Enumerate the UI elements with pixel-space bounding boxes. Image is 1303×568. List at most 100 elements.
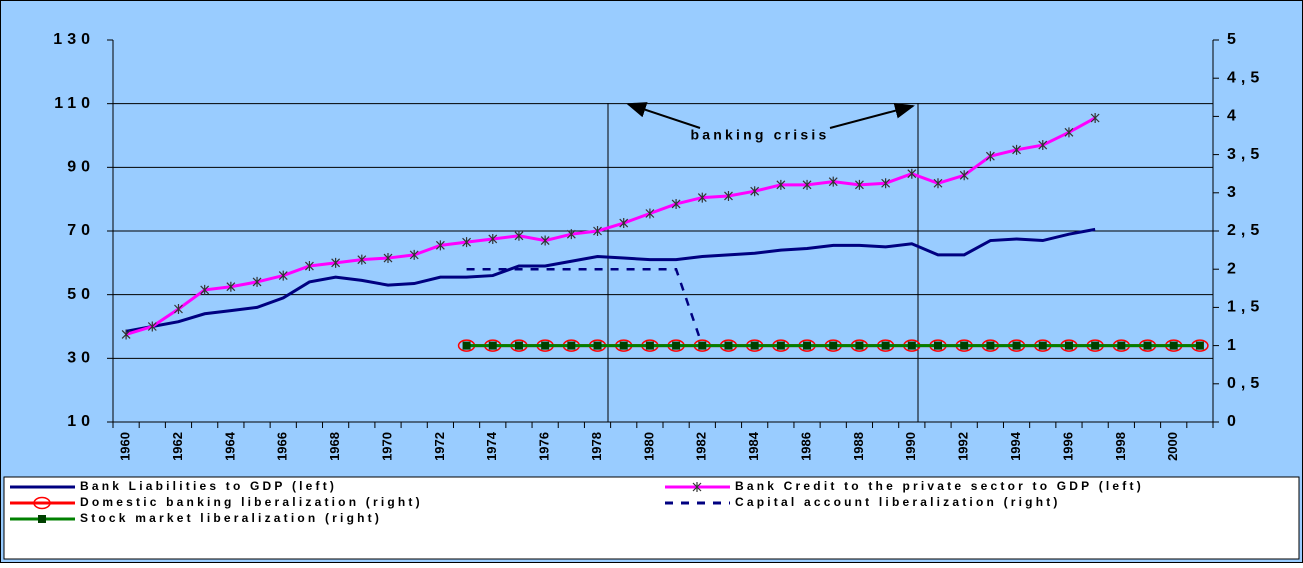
point <box>959 170 969 181</box>
point <box>278 270 288 281</box>
x-tick-label: 1978 <box>589 432 604 461</box>
point <box>985 151 995 162</box>
annotation-arrow <box>829 102 915 129</box>
point <box>986 341 995 350</box>
point <box>174 303 183 314</box>
point <box>672 341 681 350</box>
legend-label: Bank Liabilities to GDP (left) <box>80 479 337 493</box>
point <box>855 179 864 190</box>
x-tick-label: 1984 <box>746 431 761 461</box>
point <box>1038 140 1048 151</box>
legend-box <box>3 476 1300 560</box>
x-tick-label: 1962 <box>170 432 185 461</box>
point <box>698 341 707 350</box>
point <box>1038 341 1047 350</box>
point <box>593 341 602 350</box>
annotation: banking crisis <box>691 127 830 143</box>
x-tick-label: 1974 <box>484 431 499 461</box>
point <box>383 253 393 264</box>
y2-tick-label: 1,5 <box>1227 299 1264 316</box>
point <box>619 341 628 350</box>
x-tick-label: 1990 <box>903 432 918 461</box>
x-tick-label: 1972 <box>432 432 447 461</box>
point <box>881 341 890 350</box>
x-tick-label: 1970 <box>379 432 394 461</box>
y-tick-label: 10 <box>67 413 95 430</box>
y2-tick-label: 3,5 <box>1227 146 1264 163</box>
point <box>750 341 759 350</box>
annotation-arrow <box>626 102 701 129</box>
point <box>1064 127 1074 138</box>
point <box>1091 341 1100 350</box>
point <box>645 208 655 219</box>
point <box>541 341 550 350</box>
y2-tick-label: 2,5 <box>1227 222 1264 239</box>
y-tick-label: 90 <box>67 159 95 176</box>
point <box>803 341 812 350</box>
point <box>1143 341 1152 350</box>
point <box>566 229 576 240</box>
series-line <box>125 116 1096 336</box>
point <box>645 341 654 350</box>
point <box>435 240 445 251</box>
point <box>934 341 942 350</box>
x-tick-label: 1964 <box>222 431 237 461</box>
point <box>252 276 262 287</box>
point <box>357 254 367 265</box>
x-tick-label: 1992 <box>956 432 971 461</box>
x-tick-label: 1998 <box>1113 432 1128 461</box>
y2-tick-label: 0 <box>1227 413 1241 430</box>
legend-label: Capital account liberalization (right) <box>735 495 1061 509</box>
point <box>829 341 838 350</box>
point <box>671 198 681 209</box>
point <box>1064 341 1073 350</box>
y2-tick-label: 0,5 <box>1227 375 1264 392</box>
point <box>488 233 498 244</box>
point <box>1169 341 1178 350</box>
point <box>121 329 131 340</box>
y-tick-label: 30 <box>67 350 95 367</box>
x-tick-label: 1982 <box>694 432 709 461</box>
y2-tick-label: 2 <box>1227 260 1241 277</box>
legend-label: Bank Credit to the private sector to GDP… <box>735 479 1144 493</box>
y2-tick-label: 1 <box>1227 337 1241 354</box>
y-tick-label: 70 <box>67 222 95 239</box>
point <box>724 341 733 350</box>
point <box>540 235 550 246</box>
x-tick-label: 1996 <box>1060 432 1075 461</box>
y2-tick-label: 4 <box>1227 108 1241 125</box>
point <box>1090 112 1100 123</box>
x-tick-label: 1976 <box>537 432 552 461</box>
point <box>933 178 943 189</box>
point <box>33 496 51 510</box>
point <box>331 257 341 268</box>
point <box>593 226 602 236</box>
point <box>200 284 210 295</box>
point <box>960 341 969 350</box>
y2-tick-label: 5 <box>1227 31 1241 48</box>
point <box>619 218 629 229</box>
x-tick-label: 1980 <box>641 432 656 461</box>
point <box>514 230 524 241</box>
y2-tick-label: 4,5 <box>1227 69 1264 86</box>
point <box>692 482 702 492</box>
x-tick-label: 1986 <box>798 432 813 461</box>
point <box>907 341 916 350</box>
series-line <box>125 227 1096 333</box>
point <box>226 281 236 292</box>
y2-tick-label: 3 <box>1227 184 1241 201</box>
point <box>1012 341 1021 350</box>
point <box>567 341 576 350</box>
point <box>462 237 471 248</box>
point <box>828 176 838 187</box>
point <box>1012 144 1021 155</box>
x-tick-label: 2000 <box>1165 432 1180 461</box>
point <box>462 341 471 350</box>
point <box>776 179 786 190</box>
point <box>724 190 733 201</box>
point <box>776 341 785 350</box>
point <box>802 179 812 190</box>
legend-label: Domestic banking liberalization (right) <box>80 495 423 509</box>
